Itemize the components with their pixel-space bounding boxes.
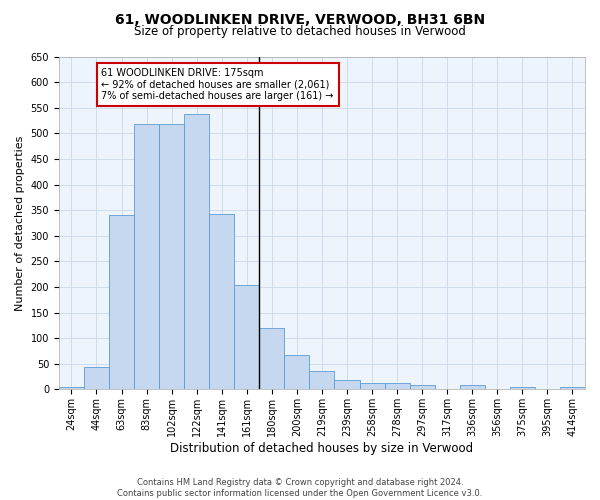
- Bar: [359, 383, 385, 390]
- Bar: [259, 328, 284, 390]
- Bar: [159, 124, 184, 390]
- Bar: [59, 387, 84, 390]
- Bar: [460, 386, 485, 390]
- Text: 61 WOODLINKEN DRIVE: 175sqm
← 92% of detached houses are smaller (2,061)
7% of s: 61 WOODLINKEN DRIVE: 175sqm ← 92% of det…: [101, 68, 334, 101]
- Text: Size of property relative to detached houses in Verwood: Size of property relative to detached ho…: [134, 25, 466, 38]
- Bar: [184, 114, 209, 390]
- Text: 61, WOODLINKEN DRIVE, VERWOOD, BH31 6BN: 61, WOODLINKEN DRIVE, VERWOOD, BH31 6BN: [115, 12, 485, 26]
- Bar: [209, 214, 234, 390]
- Bar: [385, 383, 410, 390]
- Text: Contains HM Land Registry data © Crown copyright and database right 2024.
Contai: Contains HM Land Registry data © Crown c…: [118, 478, 482, 498]
- Bar: [410, 386, 434, 390]
- Bar: [560, 387, 585, 390]
- Bar: [234, 285, 259, 390]
- Bar: [134, 124, 159, 390]
- Bar: [510, 387, 535, 390]
- Bar: [310, 371, 334, 390]
- Y-axis label: Number of detached properties: Number of detached properties: [15, 136, 25, 310]
- Bar: [284, 355, 310, 390]
- Bar: [334, 380, 359, 390]
- Bar: [84, 368, 109, 390]
- X-axis label: Distribution of detached houses by size in Verwood: Distribution of detached houses by size …: [170, 442, 473, 455]
- Bar: [109, 216, 134, 390]
